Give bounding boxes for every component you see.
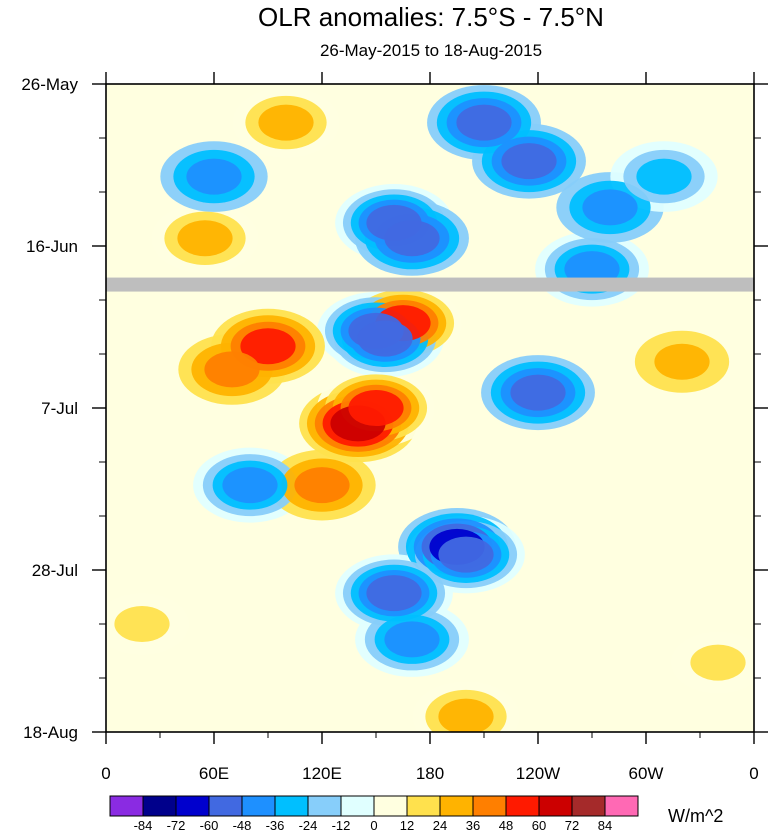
colorbar-label: 60 bbox=[532, 818, 546, 833]
anomaly-contour bbox=[501, 143, 557, 180]
x-tick-label: 60W bbox=[629, 764, 664, 783]
colorbar-swatch bbox=[241, 795, 276, 817]
anomaly-contour bbox=[690, 644, 746, 681]
chart-title: OLR anomalies: 7.5°S - 7.5°N bbox=[258, 2, 604, 32]
y-tick-label: 7-Jul bbox=[41, 399, 78, 418]
anomaly-contour bbox=[204, 351, 260, 388]
colorbar-swatch bbox=[307, 795, 342, 817]
x-tick-label: 180 bbox=[416, 764, 444, 783]
x-tick-label: 120E bbox=[302, 764, 342, 783]
colorbar-label: -84 bbox=[134, 818, 153, 833]
anomaly-contour bbox=[438, 536, 494, 573]
colorbar-swatch bbox=[109, 795, 144, 817]
anomaly-contour bbox=[438, 698, 494, 732]
anomaly-contour bbox=[384, 621, 440, 658]
colorbar-swatch bbox=[373, 795, 408, 817]
y-tick-label: 16-Jun bbox=[26, 237, 78, 256]
x-tick-label: 60E bbox=[199, 764, 229, 783]
colorbar-swatch bbox=[208, 795, 243, 817]
colorbar-label: 48 bbox=[499, 818, 513, 833]
anomaly-contour bbox=[240, 328, 296, 365]
x-tick-label: 0 bbox=[749, 764, 758, 783]
colorbar-swatch bbox=[340, 795, 375, 817]
y-tick-label: 28-Jul bbox=[32, 561, 78, 580]
colorbar-label: 36 bbox=[466, 818, 480, 833]
anomaly-contour bbox=[294, 467, 350, 504]
colorbar-swatch bbox=[472, 795, 507, 817]
anomaly-contour bbox=[366, 575, 422, 612]
anomaly-contour bbox=[510, 374, 566, 411]
colorbar-label: -36 bbox=[266, 818, 285, 833]
anomaly-contour bbox=[357, 320, 413, 357]
colorbar: -84 -72 -60 -48 -36 -24 -12 0 12 24 36 48 60 72 84 bbox=[109, 795, 639, 833]
anomaly-contour bbox=[348, 390, 404, 426]
colorbar-swatch bbox=[274, 795, 309, 817]
anomaly-contour bbox=[177, 220, 233, 257]
anomaly-contour bbox=[186, 158, 242, 195]
anomaly-contour bbox=[636, 158, 692, 195]
colorbar-units: W/m^2 bbox=[668, 806, 724, 826]
anomaly-contour bbox=[114, 606, 170, 642]
x-axis: 0 60E 120E 180 120W 60W 0 bbox=[101, 72, 759, 783]
anomaly-features bbox=[106, 85, 754, 732]
anomaly-contour bbox=[582, 189, 638, 226]
anomaly-contour bbox=[654, 343, 710, 380]
colorbar-swatch bbox=[538, 795, 573, 817]
anomaly-contour bbox=[456, 104, 512, 141]
colorbar-swatch bbox=[406, 795, 441, 817]
colorbar-swatch bbox=[439, 795, 474, 817]
colorbar-label: -72 bbox=[167, 818, 186, 833]
colorbar-swatch bbox=[505, 795, 540, 817]
colorbar-label: -12 bbox=[332, 818, 351, 833]
chart-subtitle: 26-May-2015 to 18-Aug-2015 bbox=[319, 41, 543, 60]
colorbar-label: 72 bbox=[565, 818, 579, 833]
colorbar-label: 84 bbox=[598, 818, 612, 833]
colorbar-label: 24 bbox=[433, 818, 447, 833]
x-tick-label: 0 bbox=[101, 764, 110, 783]
colorbar-swatch bbox=[571, 795, 606, 817]
colorbar-swatch bbox=[175, 795, 210, 817]
anomaly-contour bbox=[222, 467, 278, 504]
colorbar-swatch bbox=[604, 795, 639, 817]
colorbar-swatch bbox=[142, 795, 177, 817]
y-axis: 26-May 16-Jun 7-Jul 28-Jul 18-Aug bbox=[21, 75, 768, 742]
colorbar-label: -60 bbox=[200, 818, 219, 833]
colorbar-label: 12 bbox=[400, 818, 414, 833]
missing-data-band bbox=[106, 277, 754, 292]
anomaly-contour bbox=[384, 220, 440, 257]
x-tick-label: 120W bbox=[516, 764, 560, 783]
colorbar-label: -48 bbox=[233, 818, 252, 833]
y-tick-label: 18-Aug bbox=[23, 723, 78, 742]
colorbar-label: 0 bbox=[370, 818, 377, 833]
y-tick-label: 26-May bbox=[21, 75, 78, 94]
colorbar-label: -24 bbox=[299, 818, 318, 833]
anomaly-contour bbox=[258, 104, 314, 141]
plot-area bbox=[106, 84, 754, 732]
